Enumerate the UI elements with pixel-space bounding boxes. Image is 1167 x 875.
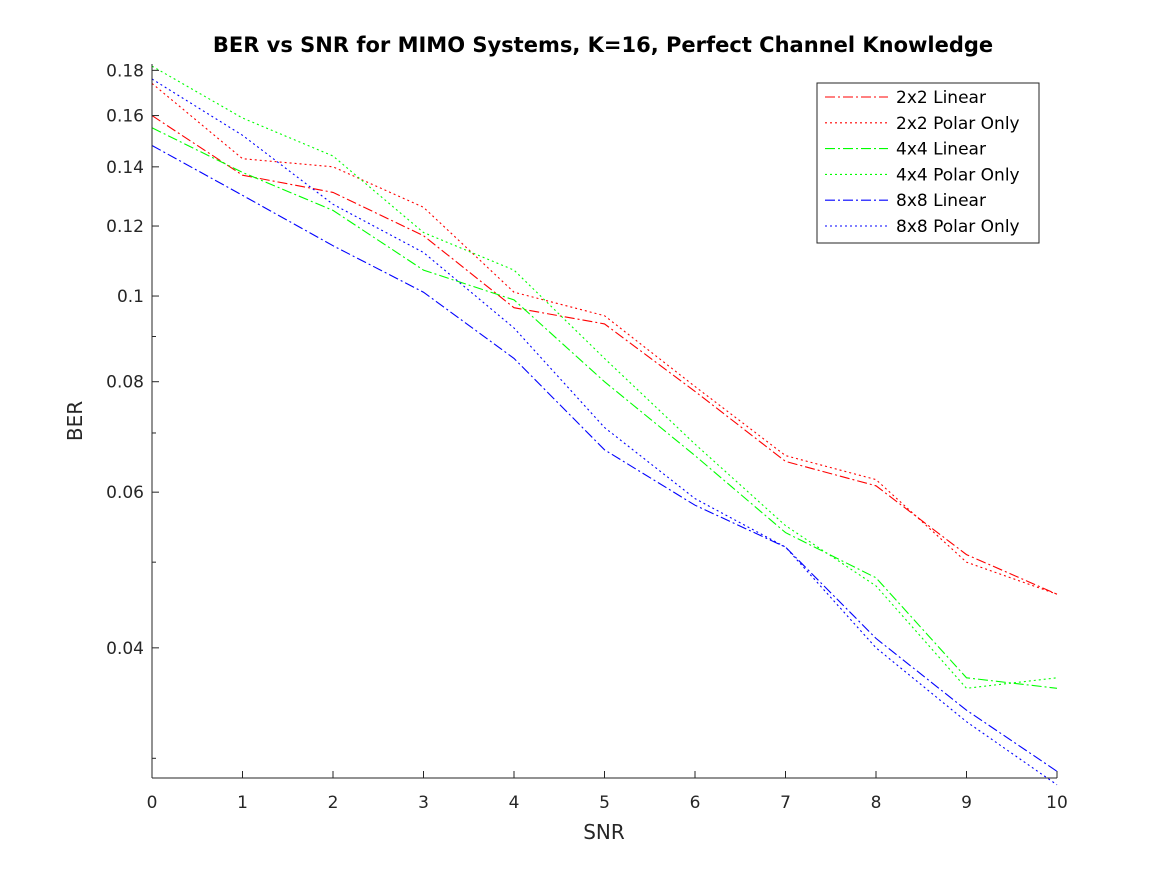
y-axis-label: BER bbox=[63, 401, 87, 441]
x-tick-label: 8 bbox=[871, 793, 882, 813]
legend-label: 2x2 Polar Only bbox=[896, 114, 1020, 134]
x-tick-label: 7 bbox=[780, 793, 791, 813]
series-line-8x8-linear bbox=[151, 145, 1058, 772]
legend-item: 2x2 Polar Only bbox=[825, 114, 1020, 134]
series-line-2x2-polar-only bbox=[151, 82, 1058, 595]
x-tick-label: 0 bbox=[147, 793, 158, 813]
x-tick-label: 3 bbox=[418, 793, 429, 813]
y-tick-label: 0.14 bbox=[106, 158, 144, 178]
series-line-2x2-linear bbox=[151, 115, 1058, 595]
legend-box bbox=[816, 82, 1040, 244]
legend-item: 8x8 Linear bbox=[825, 191, 986, 211]
x-tick-label: 9 bbox=[961, 793, 972, 813]
x-axis-label: SNR bbox=[583, 820, 625, 844]
series-line-4x4-linear bbox=[151, 127, 1058, 689]
legend-label: 4x4 Linear bbox=[896, 140, 986, 160]
legend-item: 4x4 Linear bbox=[825, 140, 986, 160]
x-tick-label: 2 bbox=[328, 793, 339, 813]
legend-item: 8x8 Polar Only bbox=[825, 217, 1020, 237]
legend-item: 4x4 Polar Only bbox=[825, 165, 1020, 185]
legend-label: 8x8 Polar Only bbox=[896, 217, 1020, 237]
y-tick-label: 0.08 bbox=[106, 373, 144, 393]
legend-item: 2x2 Linear bbox=[825, 88, 986, 108]
ticks-layer: 0 1 2 3 4 5 6 7 8 9 10 0.04 0.06 0.08 0.1 0.12 0.14 0.16 0… bbox=[106, 61, 1068, 813]
series-layer bbox=[151, 65, 1058, 786]
legend-label: 2x2 Linear bbox=[896, 88, 986, 108]
legend-items: 2x2 Linear 2x2 Polar Only 4x4 Linear 4x4 Po… bbox=[825, 88, 1020, 237]
series-line-8x8-polar-only bbox=[151, 78, 1058, 786]
chart-title: BER vs SNR for MIMO Systems, K=16, Perfe… bbox=[213, 33, 993, 57]
y-tick-label: 0.12 bbox=[106, 217, 144, 237]
x-tick-label: 4 bbox=[509, 793, 520, 813]
legend-label: 4x4 Polar Only bbox=[896, 165, 1020, 185]
legend-label: 8x8 Linear bbox=[896, 191, 986, 211]
x-tick-label: 1 bbox=[237, 793, 248, 813]
y-tick-label: 0.16 bbox=[106, 107, 144, 127]
y-tick-label: 0.18 bbox=[106, 61, 144, 81]
x-tick-label: 10 bbox=[1046, 793, 1068, 813]
series-line-4x4-polar-only bbox=[151, 65, 1058, 689]
legend: 2x2 Linear 2x2 Polar Only 4x4 Linear 4x4 Po… bbox=[816, 82, 1040, 244]
y-tick-label: 0.1 bbox=[117, 287, 144, 307]
x-tick-label: 6 bbox=[690, 793, 701, 813]
y-tick-label: 0.06 bbox=[106, 483, 144, 503]
x-tick-label: 5 bbox=[599, 793, 610, 813]
y-tick-label: 0.04 bbox=[106, 639, 144, 659]
